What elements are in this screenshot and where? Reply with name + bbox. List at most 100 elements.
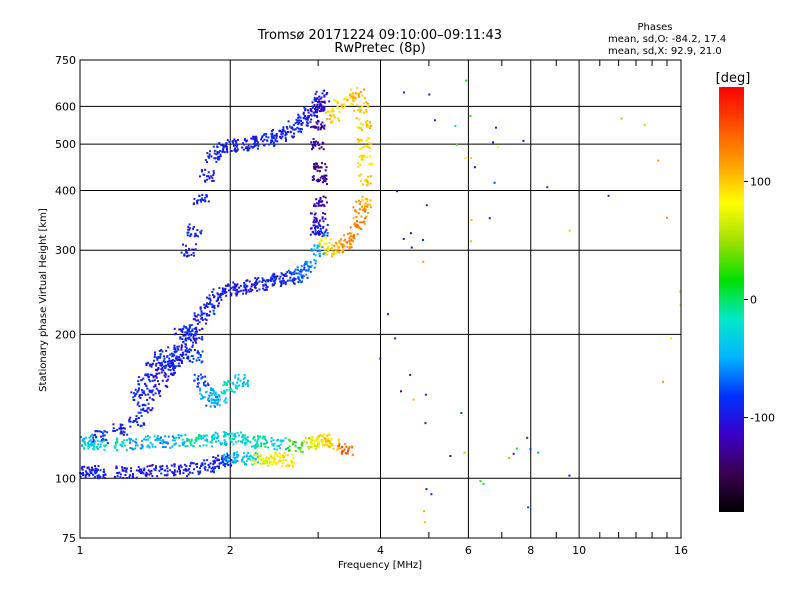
data-point (272, 135, 275, 138)
data-point (254, 137, 257, 140)
data-point (225, 291, 228, 294)
data-point (339, 238, 342, 241)
data-point (222, 455, 225, 458)
data-point (257, 144, 260, 147)
data-point (338, 438, 341, 441)
data-point (253, 136, 256, 139)
data-point (313, 96, 316, 99)
data-point (291, 463, 294, 466)
data-point (333, 244, 336, 247)
data-point (217, 158, 220, 161)
data-point (346, 450, 349, 453)
data-point (363, 207, 366, 210)
data-point (252, 135, 255, 138)
data-point (146, 465, 149, 468)
data-point (164, 366, 167, 369)
data-point (182, 472, 185, 475)
data-point (96, 439, 99, 442)
data-point (231, 460, 234, 463)
stats-x-mode: mean, sd,X: 92.9, 21.0 (608, 46, 722, 57)
data-point (264, 445, 267, 448)
data-point (218, 151, 221, 154)
data-point (260, 443, 263, 446)
data-point (369, 155, 372, 158)
data-point (191, 248, 194, 251)
data-point (186, 333, 189, 336)
data-point (255, 144, 258, 147)
data-point (300, 130, 303, 133)
data-point (186, 337, 189, 340)
data-point (332, 99, 335, 102)
data-point (363, 88, 366, 91)
data-point (369, 175, 372, 178)
data-point (265, 288, 268, 291)
data-point (221, 292, 224, 295)
data-point (313, 141, 316, 144)
data-point (134, 440, 137, 443)
data-point (189, 325, 192, 328)
data-point (209, 440, 212, 443)
data-point (365, 144, 368, 147)
data-point (186, 350, 189, 353)
data-point (320, 438, 323, 441)
data-point (358, 95, 361, 98)
data-point (323, 127, 326, 130)
data-point (349, 246, 352, 249)
data-point (159, 468, 162, 471)
data-point (327, 440, 330, 443)
data-point (363, 155, 366, 158)
data-point (81, 468, 84, 471)
data-point (200, 361, 203, 364)
data-point (193, 468, 196, 471)
data-point (160, 349, 163, 352)
data-point (293, 277, 296, 280)
data-point (200, 394, 203, 397)
data-point (138, 470, 141, 473)
data-point (280, 459, 283, 462)
data-point (254, 443, 257, 446)
data-point (198, 437, 201, 440)
data-point (300, 123, 303, 126)
data-point (193, 235, 196, 238)
data-point (322, 148, 325, 151)
data-point (225, 145, 228, 148)
data-point (210, 387, 213, 390)
data-point (360, 205, 363, 208)
data-point (200, 373, 203, 376)
data-point (323, 248, 326, 251)
data-point (212, 434, 215, 437)
data-point (181, 438, 184, 441)
data-point (90, 433, 93, 436)
data-point (220, 391, 223, 394)
data-point (176, 345, 179, 348)
data-point (245, 292, 248, 295)
data-point (184, 349, 187, 352)
data-point (231, 390, 234, 393)
data-point (272, 456, 275, 459)
data-point (213, 459, 216, 462)
data-point (281, 277, 284, 280)
data-point (207, 303, 210, 306)
data-point (321, 200, 324, 203)
y-tick-label: 600 (55, 100, 76, 113)
data-point (217, 458, 220, 461)
data-point (214, 395, 217, 398)
data-point (224, 287, 227, 290)
data-point (312, 165, 315, 168)
data-point (205, 314, 208, 317)
data-point (120, 444, 123, 447)
data-point (349, 235, 352, 238)
data-point (152, 375, 155, 378)
data-point (182, 341, 185, 344)
data-point (177, 348, 180, 351)
data-point (469, 240, 472, 243)
data-point (282, 439, 285, 442)
data-point (331, 247, 334, 250)
data-point (224, 401, 227, 404)
data-point (294, 441, 297, 444)
data-point (354, 222, 357, 225)
data-point (271, 278, 274, 281)
data-point (350, 232, 353, 235)
data-point (193, 348, 196, 351)
data-point (138, 394, 141, 397)
